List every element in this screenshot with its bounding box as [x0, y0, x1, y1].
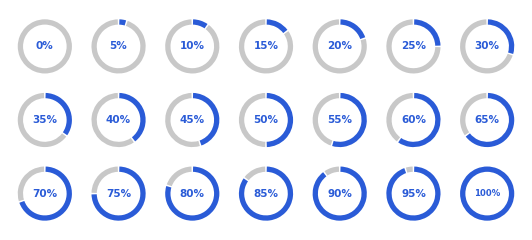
Wedge shape [466, 93, 514, 147]
Wedge shape [460, 93, 486, 135]
Wedge shape [119, 19, 126, 25]
Text: 50%: 50% [254, 115, 278, 125]
Text: 5%: 5% [110, 41, 128, 51]
Text: 85%: 85% [254, 189, 278, 199]
Wedge shape [239, 19, 293, 73]
Wedge shape [165, 167, 219, 221]
Wedge shape [167, 167, 192, 186]
Wedge shape [488, 19, 514, 54]
Wedge shape [332, 93, 367, 147]
Text: 65%: 65% [475, 115, 500, 125]
Text: 15%: 15% [254, 41, 278, 51]
Wedge shape [313, 167, 367, 221]
Text: 45%: 45% [180, 115, 205, 125]
Wedge shape [92, 167, 146, 221]
Wedge shape [406, 167, 413, 173]
Text: 75%: 75% [106, 189, 131, 199]
Wedge shape [193, 19, 207, 28]
Wedge shape [414, 19, 440, 46]
Wedge shape [119, 93, 146, 141]
Wedge shape [386, 167, 440, 221]
Text: 80%: 80% [180, 189, 205, 199]
Wedge shape [313, 19, 367, 73]
Wedge shape [245, 167, 265, 180]
Wedge shape [92, 19, 146, 73]
Wedge shape [19, 167, 72, 221]
Text: 70%: 70% [32, 189, 57, 199]
Wedge shape [313, 93, 339, 145]
Wedge shape [239, 93, 265, 147]
Wedge shape [46, 93, 72, 135]
Wedge shape [267, 93, 293, 147]
Wedge shape [165, 93, 200, 147]
Wedge shape [398, 93, 440, 147]
Wedge shape [267, 19, 287, 33]
Text: 40%: 40% [106, 115, 131, 125]
Text: 55%: 55% [327, 115, 352, 125]
Wedge shape [193, 93, 219, 145]
Text: 95%: 95% [401, 189, 426, 199]
Wedge shape [239, 167, 293, 221]
Text: 25%: 25% [401, 41, 426, 51]
Text: 60%: 60% [401, 115, 426, 125]
Text: 30%: 30% [475, 41, 500, 51]
Wedge shape [460, 167, 514, 221]
Wedge shape [92, 167, 118, 193]
Wedge shape [18, 167, 44, 201]
Text: 20%: 20% [327, 41, 352, 51]
Text: 35%: 35% [32, 115, 57, 125]
Text: 10%: 10% [180, 41, 205, 51]
Text: 90%: 90% [327, 189, 352, 199]
Wedge shape [325, 167, 339, 176]
Wedge shape [92, 93, 134, 147]
Wedge shape [460, 19, 513, 73]
Wedge shape [18, 93, 66, 147]
Wedge shape [340, 19, 365, 39]
Text: 0%: 0% [36, 41, 54, 51]
Wedge shape [165, 19, 219, 73]
Wedge shape [386, 19, 440, 73]
Wedge shape [18, 19, 72, 73]
Text: 100%: 100% [474, 189, 500, 198]
Wedge shape [386, 93, 413, 141]
